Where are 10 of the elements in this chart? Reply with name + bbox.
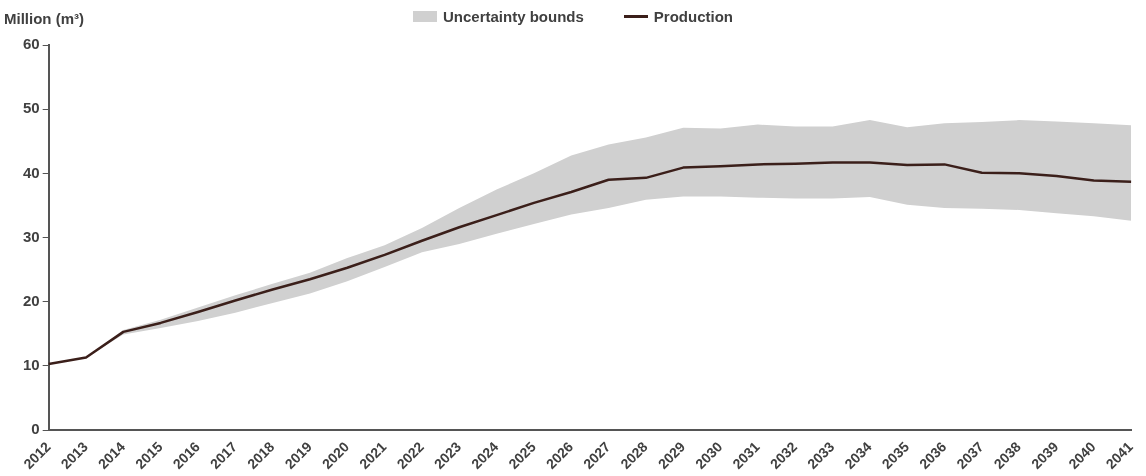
y-axis-title: Million (m³) [4, 10, 84, 27]
text: Uncertainty bounds [442, 8, 584, 25]
y-tick-label: 60 [23, 35, 40, 53]
y-tick-label: 40 [23, 163, 40, 181]
y-tick-label: 50 [23, 99, 40, 117]
y-tick-label: 20 [23, 291, 40, 309]
y-tick-label: 0 [31, 420, 40, 438]
legend-label: Production [653, 8, 734, 25]
y-tick-label: 30 [23, 227, 40, 245]
y-tick-label: 10 [23, 356, 40, 374]
